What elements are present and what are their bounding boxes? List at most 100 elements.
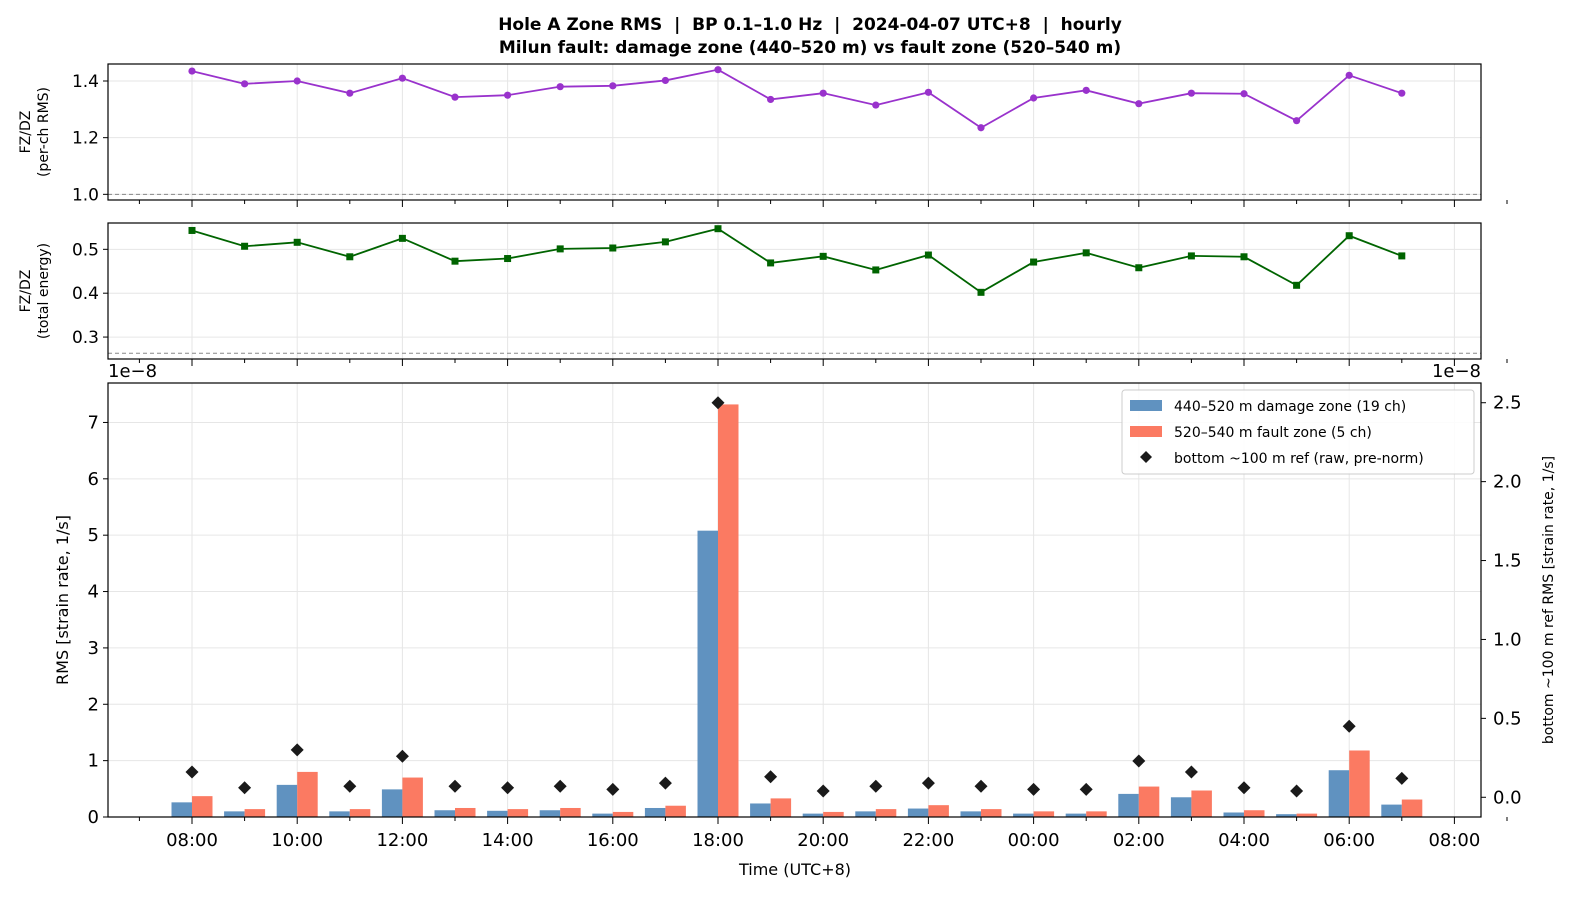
ratio-rms-point bbox=[977, 124, 985, 132]
ratio-energy-y-tick-label: 0.5 bbox=[72, 240, 99, 260]
fault-zone-bar bbox=[1401, 799, 1423, 817]
zone-rms-y-right-tick-label: 0.0 bbox=[1493, 787, 1522, 808]
reference-marker bbox=[1290, 784, 1304, 798]
fault-zone-bar bbox=[981, 809, 1002, 817]
ratio-rms-point bbox=[241, 80, 249, 88]
ratio-energy-series-line bbox=[191, 227, 1403, 294]
ratio-rms-point bbox=[767, 95, 775, 104]
damage-zone-bar bbox=[750, 803, 771, 817]
damage-zone-bar bbox=[171, 802, 192, 817]
ratio-rms-point bbox=[661, 76, 670, 85]
ratio-rms-point bbox=[451, 93, 459, 101]
ratio-energy-point bbox=[1240, 253, 1248, 261]
fault-zone-bar bbox=[297, 771, 318, 817]
fault-zone-bar bbox=[1138, 786, 1160, 817]
fault-zone-bar bbox=[192, 796, 213, 817]
legend-label-fault: 520–540 m fault zone (5 ch) bbox=[1174, 425, 1372, 441]
damage-zone-bar bbox=[1013, 813, 1034, 817]
reference-marker bbox=[238, 781, 252, 795]
ratio-rms-y-label-line2: (per-ch RMS) bbox=[36, 87, 52, 177]
damage-zone-bar bbox=[1065, 813, 1087, 817]
ratio-rms-point bbox=[346, 89, 354, 97]
damage-zone-bar bbox=[644, 807, 666, 817]
zone-rms-x-label: Time (UTC+8) bbox=[738, 860, 851, 879]
legend-swatch-damage bbox=[1130, 400, 1162, 411]
legend-label-damage: 440–520 m damage zone (19 ch) bbox=[1174, 399, 1406, 415]
damage-zone-bar bbox=[329, 811, 350, 817]
ratio-rms-point bbox=[872, 101, 880, 109]
zone-rms-y-right-tick-label: 1.0 bbox=[1493, 629, 1522, 650]
ratio-rms-point bbox=[293, 77, 301, 85]
zone-rms-y-tick-label: 0 bbox=[88, 807, 99, 828]
zone-rms-x-tick-label: 00:00 bbox=[1008, 830, 1060, 851]
ratio-energy-point bbox=[661, 238, 669, 246]
reference-marker bbox=[921, 776, 935, 790]
ratio-rms-point bbox=[819, 89, 827, 97]
fault-zone-bar bbox=[244, 809, 266, 817]
fault-zone-bar bbox=[1086, 811, 1107, 817]
zone-rms-y-tick-label: 7 bbox=[88, 412, 99, 433]
fault-zone-bar bbox=[875, 809, 897, 817]
fault-zone-bar bbox=[770, 798, 792, 817]
damage-zone-bar bbox=[1276, 814, 1297, 817]
reference-marker bbox=[606, 782, 620, 796]
damage-zone-bar bbox=[697, 530, 718, 817]
zone-rms-left-offset-label: 1e−8 bbox=[108, 361, 157, 382]
damage-zone-bar bbox=[1223, 812, 1244, 817]
ratio-rms-point bbox=[609, 82, 617, 90]
ratio-energy-point bbox=[398, 234, 406, 242]
ratio-energy-point bbox=[1030, 258, 1038, 266]
ratio-energy-y-tick-label: 0.4 bbox=[72, 284, 99, 304]
ratio-rms-point bbox=[188, 67, 196, 75]
fault-zone-bar bbox=[455, 807, 476, 817]
fault-zone-bar bbox=[665, 805, 686, 817]
damage-zone-bar bbox=[1170, 797, 1192, 817]
zone-rms-y-right-tick-label: 1.5 bbox=[1493, 551, 1522, 572]
damage-zone-bar bbox=[381, 789, 403, 817]
ratio-rms-point bbox=[1082, 86, 1090, 94]
legend-label-reference: bottom ~100 m ref (raw, pre-norm) bbox=[1174, 451, 1424, 467]
ratio-rms-point bbox=[504, 91, 512, 99]
zone-rms-y-right-tick-label: 0.5 bbox=[1493, 708, 1522, 729]
legend: 440–520 m damage zone (19 ch) 520–540 m f… bbox=[1121, 389, 1475, 475]
zone-rms-x-tick-label: 10:00 bbox=[271, 830, 323, 851]
reference-marker bbox=[290, 743, 304, 757]
reference-marker bbox=[1342, 719, 1356, 733]
zone-rms-x-tick-label: 20:00 bbox=[797, 830, 849, 851]
zone-rms-panel: 0 1 2 3 4 5 6 7 08:00 10:00 12:00 14:00 16:00 18:00 20… bbox=[53, 361, 1557, 879]
damage-zone-bar bbox=[224, 811, 245, 817]
zone-rms-x-tick-label: 22:00 bbox=[902, 830, 954, 851]
ratio-energy-point bbox=[504, 255, 512, 263]
ratio-energy-point bbox=[714, 225, 722, 233]
ratio-rms-panel: 1.0 1.2 1.4 FZ/DZ (per-ch RMS) bbox=[18, 63, 1508, 207]
fault-zone-bar bbox=[560, 807, 581, 817]
zone-rms-y-tick-label: 4 bbox=[88, 582, 99, 603]
legend-swatch-fault bbox=[1130, 426, 1162, 437]
ratio-energy-point bbox=[188, 226, 196, 234]
fault-zone-bar bbox=[823, 811, 844, 817]
zone-rms-x-tick-label: 18:00 bbox=[692, 830, 744, 851]
damage-zone-bar bbox=[1381, 804, 1402, 817]
figure-title-line1: Hole A Zone RMS | BP 0.1–1.0 Hz | 2024-0… bbox=[498, 15, 1122, 35]
damage-zone-bar bbox=[276, 784, 298, 817]
zone-rms-y-tick-label: 3 bbox=[88, 638, 99, 659]
damage-zone-bar bbox=[855, 811, 876, 817]
damage-zone-bar bbox=[434, 810, 455, 817]
zone-rms-y-tick-label: 5 bbox=[88, 525, 99, 546]
fault-zone-bar bbox=[402, 777, 423, 817]
reference-marker bbox=[448, 779, 462, 793]
ratio-energy-point bbox=[924, 251, 932, 259]
ratio-rms-point bbox=[1293, 117, 1301, 125]
ratio-energy-panel: 0.3 0.4 0.5 FZ/DZ (total energy) bbox=[18, 222, 1508, 366]
reference-marker bbox=[1027, 782, 1041, 796]
ratio-energy-y-tick-label: 0.3 bbox=[72, 328, 99, 348]
damage-zone-bar bbox=[802, 813, 824, 817]
zone-rms-x-tick-label: 08:00 bbox=[1428, 830, 1480, 851]
zone-rms-y-tick-label: 2 bbox=[88, 694, 99, 715]
legend-box bbox=[1121, 389, 1475, 475]
zone-rms-y-tick-label: 6 bbox=[88, 469, 99, 490]
ratio-energy-point bbox=[1135, 264, 1143, 272]
ratio-energy-point bbox=[977, 288, 985, 296]
ratio-energy-point bbox=[556, 245, 564, 253]
